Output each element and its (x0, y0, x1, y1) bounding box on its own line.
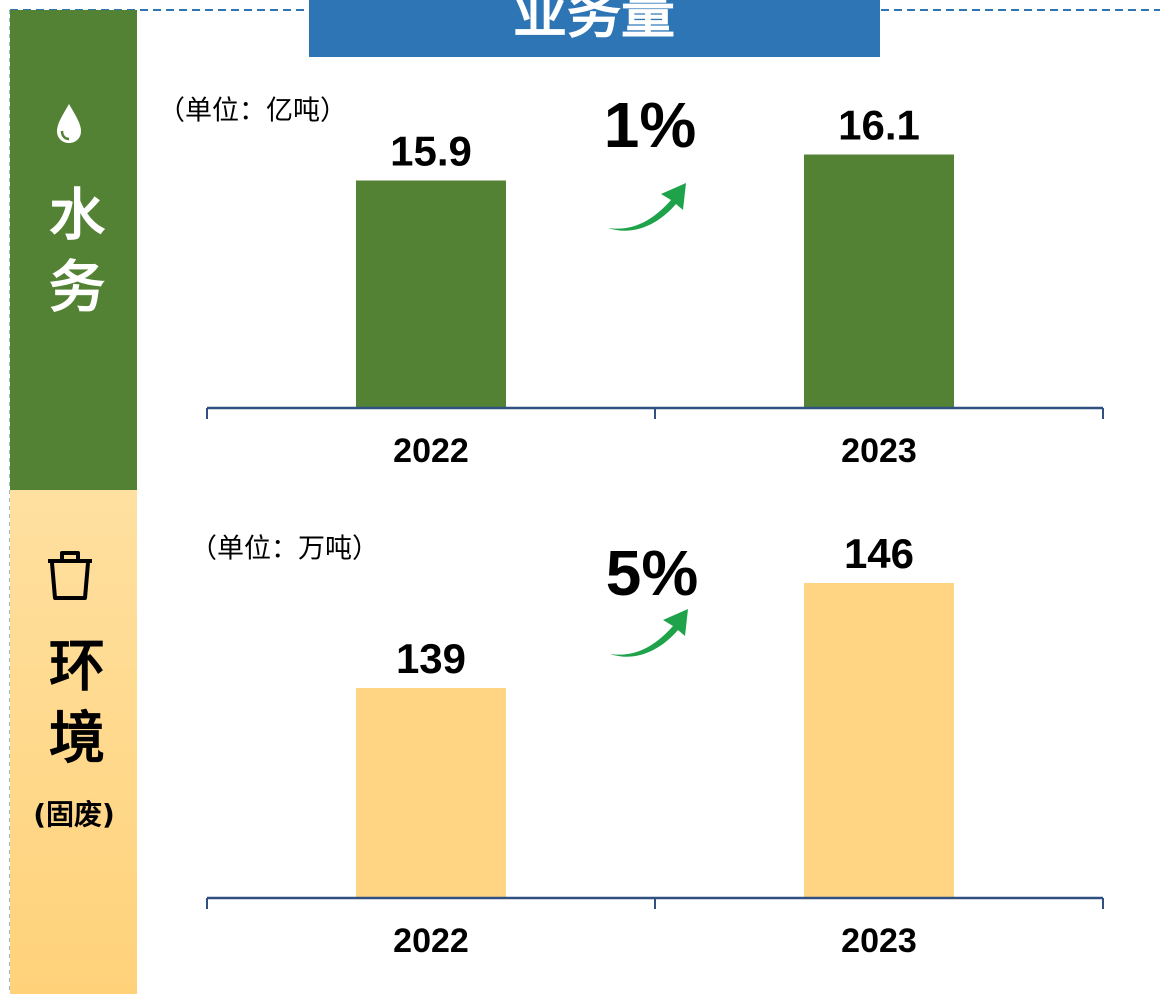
title-box (309, 0, 880, 57)
bar (356, 180, 506, 408)
unit-label: （单位：亿吨） (158, 96, 347, 127)
waste-panel (10, 490, 137, 994)
x-tick-label: 2022 (393, 922, 469, 960)
x-tick-label: 2023 (841, 922, 917, 960)
value-label: 146 (844, 530, 914, 577)
value-label: 16.1 (838, 102, 920, 149)
water-icon-shine (60, 130, 70, 141)
section-label: 环境 (40, 636, 105, 780)
trash-icon (48, 551, 92, 600)
growth-label: 1% (604, 89, 697, 161)
value-label: 139 (396, 635, 466, 682)
section-sublabel: (固废) (33, 798, 115, 831)
bar (356, 688, 506, 898)
section-label: 水务 (40, 185, 105, 329)
value-label: 15.9 (390, 128, 472, 175)
x-tick-label: 2022 (393, 432, 469, 470)
unit-label: （单位：万吨） (190, 534, 379, 565)
growth-label: 5% (606, 537, 699, 609)
water-panel (10, 10, 137, 490)
title: 业务量 (513, 0, 675, 46)
growth-arrow (608, 183, 686, 231)
x-tick-label: 2023 (841, 432, 917, 470)
growth-arrow (610, 609, 688, 657)
bar (804, 583, 954, 898)
bar (804, 154, 954, 408)
